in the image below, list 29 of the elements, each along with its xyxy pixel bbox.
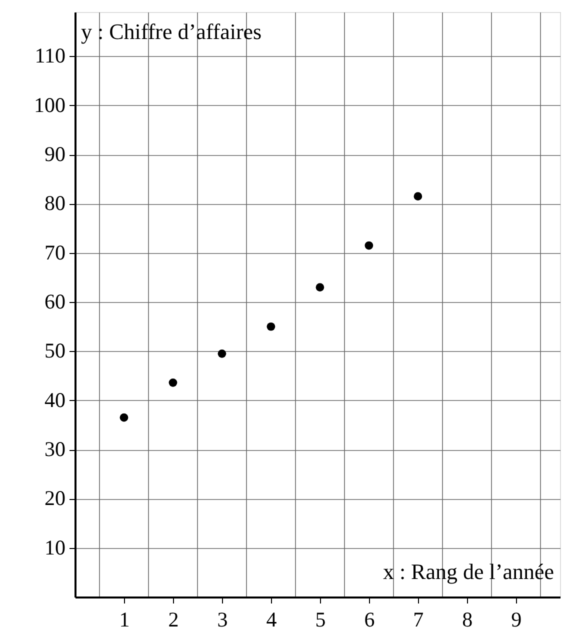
x-tick-label: 5 — [315, 608, 326, 632]
x-tick-label: 3 — [217, 608, 228, 632]
x-tick-label: 9 — [511, 608, 522, 632]
x-tick-label: 8 — [462, 608, 473, 632]
point — [120, 413, 128, 422]
y-tick-label: 80 — [44, 191, 66, 216]
y-tick-label: 20 — [44, 486, 66, 510]
y-tick-label: 40 — [44, 388, 66, 412]
y-tick-label: 110 — [34, 44, 66, 68]
y-tick-label: 10 — [44, 535, 66, 560]
y-tick-label: 90 — [44, 142, 66, 166]
point — [364, 241, 374, 250]
y-tick-label: 70 — [44, 240, 66, 264]
y-tick-label: 50 — [44, 338, 66, 363]
point — [218, 349, 226, 358]
x-axis-title: x : Rang de l’année — [382, 559, 554, 584]
x-tick-label: 6 — [364, 608, 375, 632]
point — [414, 192, 422, 201]
point — [168, 378, 178, 387]
x-tick-label: 7 — [413, 608, 424, 632]
y-tick-label: 100 — [34, 92, 66, 117]
point — [266, 322, 276, 331]
y-tick-label: 60 — [44, 290, 66, 314]
x-tick-label: 1 — [119, 608, 130, 632]
y-axis-title: y : Chiffre d’affaires — [81, 19, 262, 44]
y-tick-label: 30 — [44, 437, 66, 462]
point — [316, 283, 324, 292]
x-tick-label: 2 — [168, 608, 179, 632]
x-tick-label: 4 — [266, 608, 278, 632]
